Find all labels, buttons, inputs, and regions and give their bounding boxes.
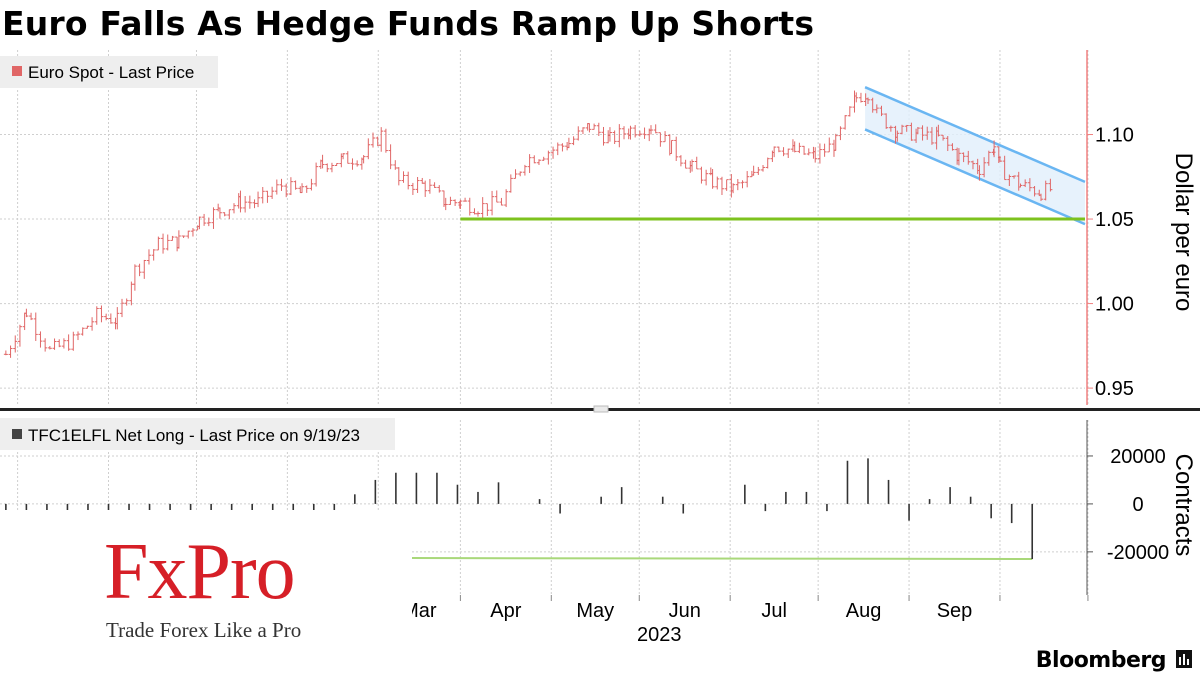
x-month-label: Aug (846, 600, 882, 622)
positions-y-tick-label: 0 (1132, 494, 1143, 516)
price-y-tick-label: 0.95 (1095, 378, 1134, 400)
positions-legend-box (0, 418, 395, 450)
positions-legend-label: TFC1ELFL Net Long - Last Price on 9/19/2… (28, 426, 360, 445)
channel-fill (865, 87, 1085, 225)
x-month-label: Jul (761, 600, 787, 622)
bloomberg-chart-icon (1176, 650, 1192, 668)
watermark-panel (0, 510, 412, 675)
axis-labels: 0.95 1.00 1.05 1.10 20000 0 -20000 Dollar per e… (0, 56, 1197, 646)
price-y-tick-label: 1.00 (1095, 294, 1134, 316)
positions-support-line (411, 557, 1033, 561)
support-lines (411, 217, 1085, 561)
channel-upper-line (864, 86, 1086, 184)
positions-series (5, 458, 1034, 560)
panel-resize-handle (593, 405, 609, 413)
x-month-label: May (576, 600, 614, 622)
fxpro-tagline: Trade Forex Like a Pro (106, 618, 302, 642)
price-legend-label: Euro Spot - Last Price (28, 63, 194, 82)
price-series (3, 90, 1053, 358)
x-month-label: Jun (669, 600, 701, 622)
positions-y-axis-label: Contracts (1170, 454, 1197, 557)
positions-y-tick-label: -20000 (1107, 542, 1169, 564)
x-month-label: Sep (937, 600, 973, 622)
fxpro-logo: FxPro (104, 528, 296, 616)
x-month-label: Apr (490, 600, 521, 622)
price-y-axis-label: Dollar per euro (1170, 153, 1197, 312)
price-y-tick-label: 1.10 (1095, 125, 1134, 147)
price-y-tick-label: 1.05 (1095, 209, 1134, 231)
axes (0, 50, 1200, 601)
positions-legend-swatch (12, 429, 22, 439)
positions-y-tick-label: 20000 (1110, 446, 1166, 468)
chart-title: Euro Falls As Hedge Funds Ramp Up Shorts (2, 4, 815, 43)
channel-lower-line (864, 128, 1086, 226)
downtrend-channel (864, 86, 1086, 226)
price-legend-box (0, 56, 218, 88)
x-year-label: 2023 (637, 624, 682, 646)
price-legend-swatch (12, 66, 22, 76)
source-label: Bloomberg (1035, 648, 1167, 673)
